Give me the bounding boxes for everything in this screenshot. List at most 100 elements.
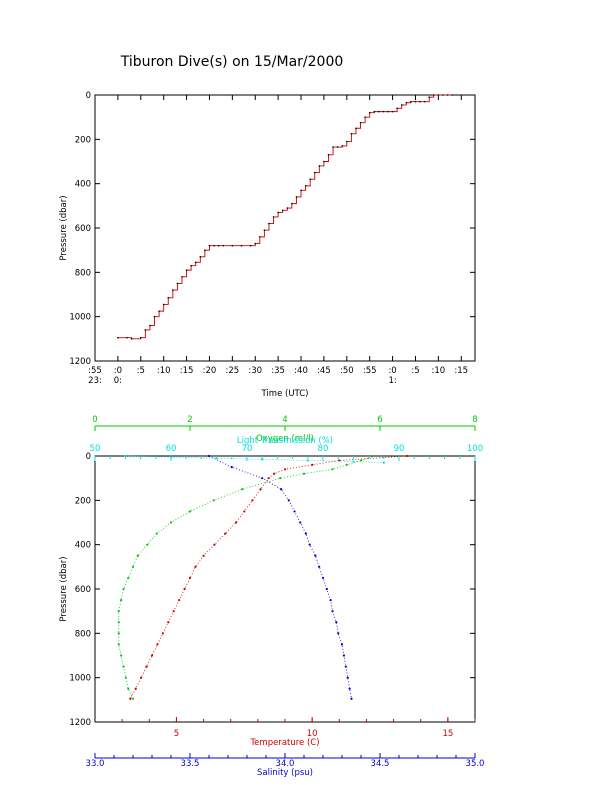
profile-y-tick-label: 600 — [75, 585, 91, 595]
dive-depth-point — [291, 202, 293, 205]
dive-depth-point — [451, 94, 453, 96]
dive-depth-point — [309, 178, 311, 181]
dive-depth-point — [144, 329, 147, 331]
dive-depth-point — [405, 101, 408, 104]
dive-depth-line — [117, 94, 453, 340]
dive-plot-frame — [94, 94, 476, 362]
transmission-profile-point — [215, 457, 218, 460]
dive-depth-point — [336, 146, 339, 148]
dive-depth-point — [130, 338, 133, 340]
temperature-tick-label: 15 — [442, 729, 453, 739]
dive-depth-point — [254, 242, 257, 245]
dive-depth-point — [158, 310, 160, 312]
profile-y-tick-label: 200 — [75, 496, 91, 506]
profile-y-axis: 0 200 400 600 800 1000 1200 — [69, 452, 475, 728]
transmission-profile-point — [261, 458, 264, 461]
dive-depth-point — [272, 216, 275, 218]
dive-depth-point — [387, 110, 389, 113]
dive-depth-point — [199, 256, 202, 258]
profile-y-tick-label: 800 — [75, 629, 91, 639]
salinity-profile-line — [208, 455, 352, 699]
dive-depth-point — [419, 100, 421, 103]
salinity-profile-point — [348, 687, 351, 690]
oxygen-tick-label: 0 — [92, 415, 97, 425]
dive-y-tick-label: 1000 — [69, 313, 91, 323]
salinity-tick-label: 33.5 — [181, 759, 200, 769]
temperature-tick-label: 5 — [174, 729, 179, 739]
dive-depth-point — [382, 110, 385, 113]
dive-y-tick-label: 600 — [75, 224, 91, 234]
dive-series — [117, 94, 453, 340]
dive-x-tick-label: :0 — [388, 366, 396, 376]
dive-x-tick-label: :15 — [454, 366, 468, 376]
dive-depth-point — [167, 297, 170, 299]
dive-x-tick-label: :25 — [226, 366, 240, 376]
dive-depth-point — [176, 282, 179, 285]
dive-y-tick-label: 400 — [75, 180, 91, 190]
dive-depth-point — [204, 249, 206, 251]
salinity-profile-point — [335, 621, 338, 624]
dive-depth-point — [149, 324, 151, 327]
dive-y-tick-label: 800 — [75, 268, 91, 278]
dive-depth-point — [414, 100, 417, 103]
dive-depth-point — [268, 222, 270, 225]
temperature-axis-label: Temperature (C) — [249, 738, 319, 748]
dive-depth-point — [185, 269, 188, 271]
oxygen-profile-point — [279, 477, 282, 480]
oxygen-profile-point — [302, 472, 306, 475]
dive-x-tick-label: :35 — [271, 366, 285, 376]
dive-x-tick-label: :15 — [180, 366, 194, 376]
dive-depth-point — [410, 100, 412, 103]
salinity-axis-label: Salinity (psu) — [257, 768, 313, 778]
dive-depth-point — [318, 165, 321, 167]
dive-depth-point — [139, 336, 142, 339]
profile-y-tick-label: 400 — [75, 541, 91, 551]
salinity-profile-point — [344, 665, 347, 668]
profile-series — [117, 454, 409, 700]
dive-x-tick-label: :5 — [137, 366, 145, 376]
oxygen-profile-point — [188, 510, 192, 513]
dive-x-tick-label: :0 — [114, 366, 122, 376]
oxygen-profile-point — [117, 632, 120, 635]
oxygen-axis-label: Oxygen (ml/l) — [256, 434, 314, 444]
transmission-tick-label: 80 — [318, 444, 329, 454]
transmission-tick-label: 90 — [394, 444, 405, 454]
salinity-tick-label: 35.0 — [466, 759, 485, 769]
dive-depth-point — [259, 236, 261, 238]
dive-depth-point — [442, 94, 444, 96]
dive-depth-point — [181, 275, 183, 278]
transmission-profile-line — [125, 455, 384, 464]
dive-depth-point — [217, 244, 220, 247]
dive-depth-point — [332, 146, 334, 148]
dive-depth-point — [263, 229, 266, 232]
dive-depth-point — [304, 185, 307, 187]
chart-title: Tiburon Dive(s) on 15/Mar/2000 — [120, 54, 344, 70]
temperature-profile-point — [150, 654, 154, 657]
dive-depth-point — [286, 207, 289, 209]
dive-depth-point — [126, 336, 128, 339]
dive-x-tick-sublabel: 23: — [88, 376, 102, 386]
oxygen-profile-line — [118, 455, 376, 699]
dive-depth-point — [249, 244, 252, 247]
transmission-tick-label: 70 — [242, 444, 253, 454]
dive-depth-point — [213, 244, 215, 247]
oxygen-profile-point — [117, 643, 120, 646]
salinity-profile-point — [337, 632, 340, 635]
dive-depth-point — [364, 116, 366, 118]
temperature-profile-line — [129, 455, 408, 699]
oxygen-profile-point — [120, 598, 123, 602]
dive-depth-point — [350, 132, 353, 135]
transmission-axis-label: Light Transmission (%) — [237, 436, 333, 446]
dive-depth-point — [437, 94, 440, 96]
dive-x-tick-sublabel: 1: — [388, 376, 396, 386]
dive-depth-point — [423, 100, 426, 103]
temperature-profile-point — [311, 463, 314, 466]
dive-depth-point — [281, 209, 284, 212]
oxygen-tick-label: 8 — [472, 415, 477, 425]
dive-depth-point — [153, 315, 156, 318]
dive-x-tick-label: :50 — [340, 366, 354, 376]
dive-depth-point — [341, 145, 344, 147]
dive-x-tick-label: :10 — [157, 366, 171, 376]
dive-depth-point — [428, 96, 431, 99]
